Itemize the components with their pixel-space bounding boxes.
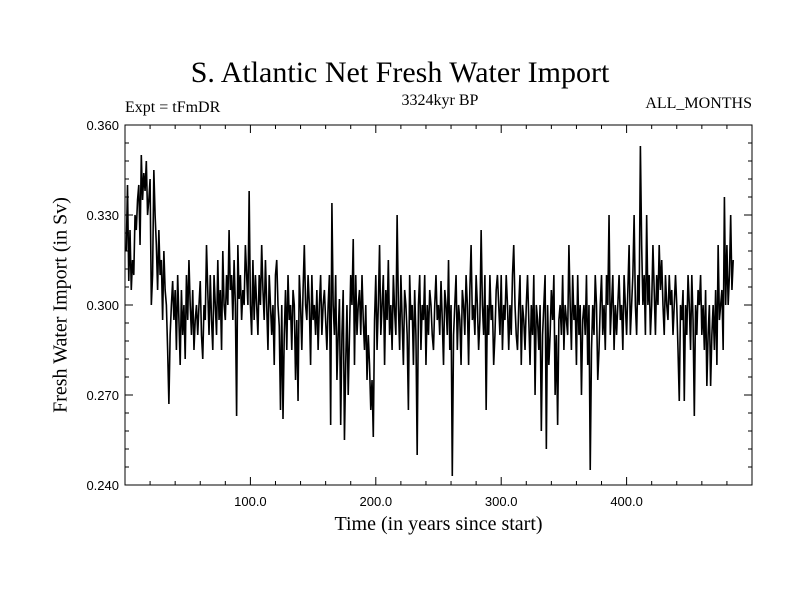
y-tick-label: 0.240: [86, 478, 119, 493]
experiment-label: Expt = tFmDR: [125, 99, 221, 116]
series-line: [125, 145, 734, 477]
x-axis-label: Time (in years since start): [334, 513, 543, 535]
months-label: ALL_MONTHS: [645, 95, 752, 112]
chart-subtitle: 3324kyr BP: [401, 92, 479, 109]
x-tick-label: 100.0: [234, 494, 267, 509]
y-tick-label: 0.270: [86, 388, 119, 403]
y-tick-label: 0.360: [86, 118, 119, 133]
x-tick-label: 200.0: [360, 494, 393, 509]
x-tick-label: 400.0: [610, 494, 643, 509]
y-tick-label: 0.300: [86, 298, 119, 313]
chart-title: S. Atlantic Net Fresh Water Import: [190, 56, 610, 89]
x-tick-label: 300.0: [485, 494, 518, 509]
y-tick-label: 0.330: [86, 208, 119, 223]
